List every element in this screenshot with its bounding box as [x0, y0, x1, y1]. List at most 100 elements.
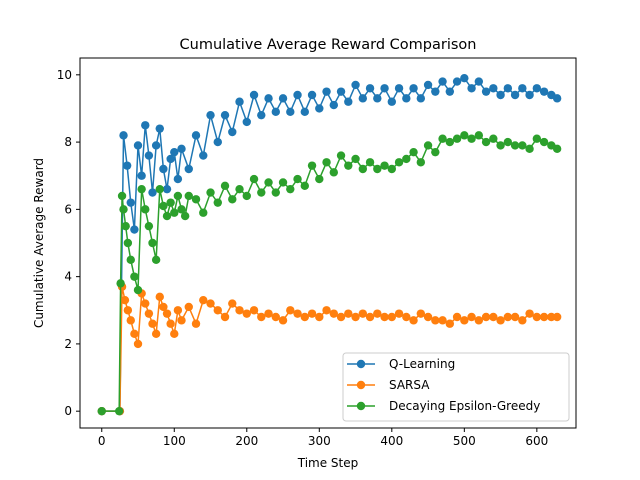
data-point-sarsa — [452, 312, 462, 322]
data-point-q-learning — [148, 188, 157, 197]
legend-marker-q-learning — [356, 359, 366, 369]
data-point-decaying-epsilon-greedy — [409, 147, 418, 157]
data-point-sarsa — [184, 302, 193, 312]
series-q-learning — [97, 73, 562, 416]
data-point-q-learning — [431, 87, 440, 96]
x-tick-label: 0 — [98, 434, 106, 448]
data-point-q-learning — [249, 90, 259, 100]
data-point-q-learning — [191, 131, 201, 140]
data-point-decaying-epsilon-greedy — [539, 137, 549, 147]
data-point-q-learning — [329, 100, 338, 110]
data-point-q-learning — [264, 94, 273, 103]
y-tick-label: 0 — [64, 404, 72, 418]
data-point-q-learning — [213, 137, 222, 147]
data-point-sarsa — [351, 312, 360, 322]
data-point-decaying-epsilon-greedy — [351, 154, 360, 164]
data-point-q-learning — [365, 84, 375, 93]
data-point-q-learning — [460, 73, 469, 83]
data-point-q-learning — [151, 141, 161, 150]
legend-marker-decaying-epsilon-greedy — [356, 401, 366, 411]
data-point-q-learning — [336, 87, 346, 96]
data-point-sarsa — [409, 316, 418, 325]
data-point-decaying-epsilon-greedy — [467, 134, 476, 143]
data-point-sarsa — [173, 306, 183, 315]
data-point-sarsa — [249, 306, 259, 315]
data-point-q-learning — [206, 110, 215, 120]
data-point-decaying-epsilon-greedy — [114, 406, 124, 416]
data-point-decaying-epsilon-greedy — [278, 178, 288, 187]
data-point-decaying-epsilon-greedy — [552, 144, 562, 154]
data-point-sarsa — [518, 316, 527, 325]
data-point-sarsa — [120, 295, 130, 305]
data-point-q-learning — [552, 94, 562, 103]
data-point-decaying-epsilon-greedy — [228, 195, 237, 204]
data-point-sarsa — [123, 306, 133, 315]
data-point-sarsa — [271, 312, 280, 322]
data-point-sarsa — [213, 306, 222, 315]
data-point-decaying-epsilon-greedy — [264, 178, 273, 187]
data-point-q-learning — [351, 80, 360, 90]
data-point-decaying-epsilon-greedy — [503, 137, 513, 147]
data-point-q-learning — [184, 164, 193, 174]
data-point-q-learning — [438, 77, 447, 86]
data-point-q-learning — [170, 147, 179, 157]
data-point-decaying-epsilon-greedy — [431, 147, 440, 157]
data-point-sarsa — [141, 299, 150, 308]
data-point-decaying-epsilon-greedy — [170, 208, 179, 217]
data-point-decaying-epsilon-greedy — [329, 168, 338, 177]
data-point-decaying-epsilon-greedy — [191, 195, 201, 204]
data-point-sarsa — [278, 316, 288, 325]
y-axis-label: Cumulative Average Reward — [32, 158, 46, 328]
data-point-q-learning — [293, 90, 302, 100]
data-point-q-learning — [130, 225, 139, 234]
data-point-sarsa — [489, 312, 498, 322]
data-point-sarsa — [130, 329, 139, 339]
legend-box — [342, 352, 570, 422]
data-point-decaying-epsilon-greedy — [235, 184, 244, 194]
data-point-sarsa — [191, 319, 201, 328]
data-point-q-learning — [144, 151, 154, 160]
data-point-sarsa — [307, 309, 317, 318]
data-point-sarsa — [525, 309, 534, 318]
data-point-decaying-epsilon-greedy — [365, 158, 375, 167]
data-point-sarsa — [315, 312, 324, 322]
data-point-q-learning — [467, 84, 476, 93]
data-point-decaying-epsilon-greedy — [322, 158, 331, 167]
data-point-sarsa — [144, 309, 154, 318]
x-tick-label: 500 — [453, 434, 476, 448]
data-point-q-learning — [481, 87, 491, 96]
data-point-decaying-epsilon-greedy — [162, 211, 172, 221]
data-point-decaying-epsilon-greedy — [148, 238, 157, 248]
data-point-q-learning — [532, 84, 542, 93]
data-point-decaying-epsilon-greedy — [144, 221, 154, 231]
data-point-decaying-epsilon-greedy — [315, 174, 324, 184]
data-point-decaying-epsilon-greedy — [173, 191, 183, 201]
legend-label-sarsa: SARSA — [389, 378, 430, 392]
data-point-decaying-epsilon-greedy — [166, 198, 175, 207]
data-point-sarsa — [474, 316, 484, 325]
data-point-q-learning — [358, 94, 368, 103]
data-point-decaying-epsilon-greedy — [123, 238, 133, 248]
data-point-sarsa — [133, 339, 143, 349]
data-point-sarsa — [552, 312, 562, 322]
data-point-sarsa — [148, 319, 157, 328]
data-point-q-learning — [220, 110, 230, 120]
data-point-decaying-epsilon-greedy — [137, 184, 146, 194]
x-tick-label: 300 — [308, 434, 331, 448]
data-point-decaying-epsilon-greedy — [155, 184, 164, 194]
data-point-sarsa — [329, 309, 338, 318]
data-point-q-learning — [271, 107, 280, 117]
data-point-q-learning — [122, 161, 132, 170]
data-point-sarsa — [293, 309, 302, 318]
data-point-q-learning — [496, 90, 505, 100]
legend-marker-sarsa — [356, 380, 366, 390]
data-point-sarsa — [423, 312, 433, 322]
data-point-decaying-epsilon-greedy — [525, 144, 534, 154]
data-point-decaying-epsilon-greedy — [141, 205, 150, 214]
data-point-sarsa — [402, 312, 411, 322]
data-point-q-learning — [162, 184, 172, 194]
data-point-decaying-epsilon-greedy — [117, 191, 127, 201]
data-point-decaying-epsilon-greedy — [242, 191, 251, 201]
x-axis-label: Time Step — [297, 456, 359, 470]
data-point-decaying-epsilon-greedy — [423, 141, 433, 150]
